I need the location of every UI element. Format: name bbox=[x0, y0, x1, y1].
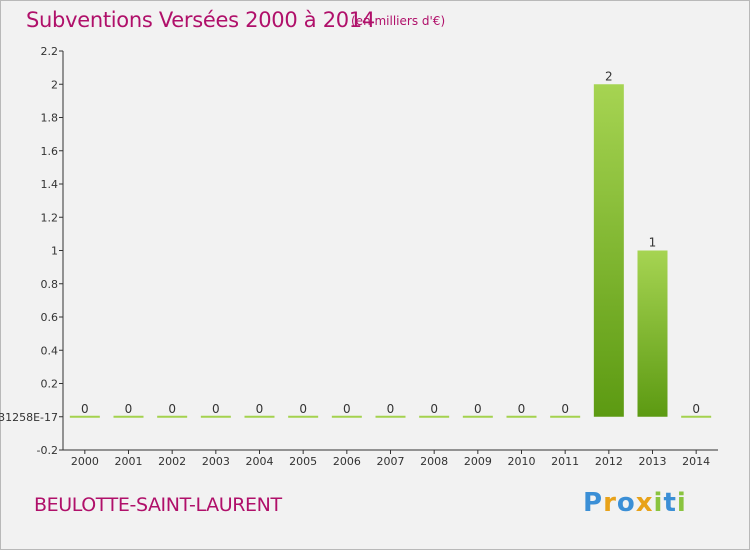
bar-2007 bbox=[375, 415, 406, 418]
x-tick-label: 2014 bbox=[682, 455, 710, 468]
logo-letter: i bbox=[676, 488, 687, 518]
y-tick-label: 1.6 bbox=[41, 145, 59, 158]
x-tick-label: 2000 bbox=[71, 455, 99, 468]
bar-2003 bbox=[200, 415, 231, 418]
y-tick-label: 0.4 bbox=[41, 344, 59, 357]
bar-2009 bbox=[462, 415, 493, 418]
bar-2002 bbox=[157, 415, 188, 418]
y-tick-label: 2 bbox=[51, 78, 58, 91]
y-tick-label: 2.2 bbox=[41, 45, 59, 58]
bar-2008 bbox=[419, 415, 450, 418]
bar-2000 bbox=[69, 415, 100, 418]
y-tick-label: 1 bbox=[51, 245, 58, 258]
logo-letter: o bbox=[616, 488, 636, 518]
x-tick-label: 2002 bbox=[158, 455, 186, 468]
y-tick-label: 1.4 bbox=[41, 178, 59, 191]
bar-2013 bbox=[637, 250, 668, 417]
data-label: 0 bbox=[81, 402, 89, 416]
logo-letter: t bbox=[663, 488, 677, 518]
x-tick-label: 2007 bbox=[377, 455, 405, 468]
data-label: 0 bbox=[125, 402, 133, 416]
y-tick-label: 1.2 bbox=[41, 211, 59, 224]
bar-2014 bbox=[681, 415, 712, 418]
data-label: 0 bbox=[256, 402, 264, 416]
bar-2006 bbox=[331, 415, 362, 418]
bar-2005 bbox=[288, 415, 319, 418]
data-label: 0 bbox=[518, 402, 526, 416]
proxiti-logo: Proxiti bbox=[583, 488, 687, 518]
x-tick-label: 2001 bbox=[115, 455, 143, 468]
logo-letter: P bbox=[583, 488, 604, 518]
logo-letter: r bbox=[603, 488, 617, 518]
data-label: 0 bbox=[387, 402, 395, 416]
y-tick-label: -0.2 bbox=[37, 444, 58, 457]
x-tick-label: 2006 bbox=[333, 455, 361, 468]
data-label: 0 bbox=[168, 402, 176, 416]
y-tick-label: -5.5511151231258E-17 bbox=[0, 411, 58, 424]
data-label: 0 bbox=[692, 402, 700, 416]
x-tick-label: 2013 bbox=[639, 455, 667, 468]
y-tick-label: 0.8 bbox=[41, 278, 59, 291]
x-tick-label: 2005 bbox=[289, 455, 317, 468]
data-label: 2 bbox=[605, 69, 613, 83]
x-tick-label: 2011 bbox=[551, 455, 579, 468]
bar-2010 bbox=[506, 415, 537, 418]
data-label: 0 bbox=[343, 402, 351, 416]
data-label: 0 bbox=[474, 402, 482, 416]
data-label: 1 bbox=[649, 236, 657, 250]
x-tick-label: 2009 bbox=[464, 455, 492, 468]
y-tick-label: 1.8 bbox=[41, 112, 59, 125]
x-tick-label: 2004 bbox=[246, 455, 274, 468]
data-label: 0 bbox=[299, 402, 307, 416]
bar-2012 bbox=[593, 84, 624, 417]
x-tick-label: 2008 bbox=[420, 455, 448, 468]
data-label: 0 bbox=[561, 402, 569, 416]
place-name: BEULOTTE-SAINT-LAURENT bbox=[34, 494, 282, 516]
y-tick-label: 0.2 bbox=[41, 378, 59, 391]
logo-letter: x bbox=[635, 488, 654, 518]
chart-title: Subventions Versées 2000 à 2014 bbox=[26, 8, 375, 32]
x-tick-label: 2010 bbox=[508, 455, 536, 468]
x-tick-label: 2012 bbox=[595, 455, 623, 468]
data-label: 0 bbox=[430, 402, 438, 416]
bar-2004 bbox=[244, 415, 275, 418]
bar-2001 bbox=[113, 415, 144, 418]
y-tick-label: 0.6 bbox=[41, 311, 59, 324]
bar-2011 bbox=[550, 415, 581, 418]
chart-subtitle: (en milliers d'€) bbox=[351, 14, 446, 28]
logo-letter: i bbox=[653, 488, 664, 518]
data-label: 0 bbox=[212, 402, 220, 416]
x-tick-label: 2003 bbox=[202, 455, 230, 468]
